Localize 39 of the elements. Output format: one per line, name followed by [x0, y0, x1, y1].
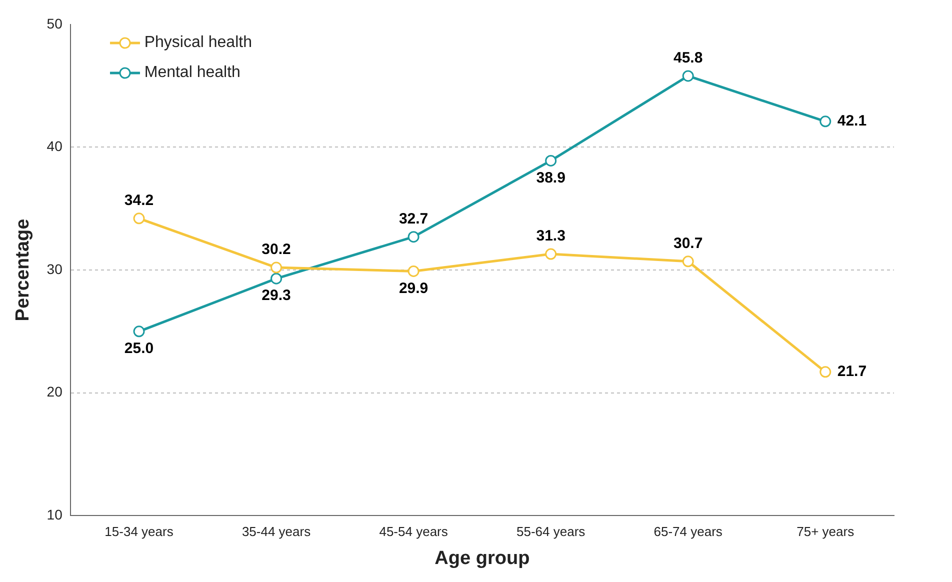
- legend-label: Physical health: [144, 34, 252, 52]
- point: [545, 154, 557, 166]
- y-tick-label: 20: [46, 384, 63, 400]
- point: [270, 262, 282, 274]
- legend-label: Mental health: [144, 64, 240, 82]
- x-axis-title: Age group: [434, 548, 530, 569]
- data-label: 29.9: [398, 280, 428, 297]
- x-tick-label: 35-44 years: [242, 524, 312, 539]
- data-label: 38.9: [536, 169, 566, 186]
- y-tick-label: 30: [46, 260, 63, 277]
- data-label: 29.3: [262, 287, 291, 304]
- y-axis-title: Percentage: [12, 218, 34, 322]
- x-tick-label: 65-74 years: [654, 524, 723, 539]
- point: [820, 366, 832, 378]
- point: [133, 212, 145, 224]
- point: [408, 231, 420, 243]
- data-label: 34.2: [124, 192, 154, 210]
- point: [682, 256, 694, 268]
- data-label: 25.0: [124, 340, 154, 358]
- point: [820, 116, 832, 128]
- point: [682, 70, 694, 82]
- data-label: 21.7: [837, 363, 867, 380]
- point: [408, 265, 420, 277]
- x-tick-label: 15-34 years: [104, 524, 174, 539]
- data-label: 32.7: [398, 210, 428, 228]
- x-tick-label: 55-64 years: [516, 524, 586, 539]
- data-label: 30.7: [673, 235, 703, 252]
- data-label: 31.3: [536, 228, 566, 245]
- point: [545, 248, 557, 260]
- data-label: 30.2: [262, 241, 291, 258]
- point: [270, 272, 282, 284]
- point: [133, 326, 145, 338]
- data-label: 45.8: [673, 50, 703, 67]
- y-tick-label: 50: [46, 15, 63, 32]
- y-tick-label: 10: [46, 506, 63, 522]
- data-label: 42.1: [837, 112, 867, 130]
- x-tick-label: 75+ years: [796, 524, 855, 539]
- y-tick-label: 40: [46, 138, 63, 154]
- x-tick-label: 45-54 years: [379, 524, 448, 539]
